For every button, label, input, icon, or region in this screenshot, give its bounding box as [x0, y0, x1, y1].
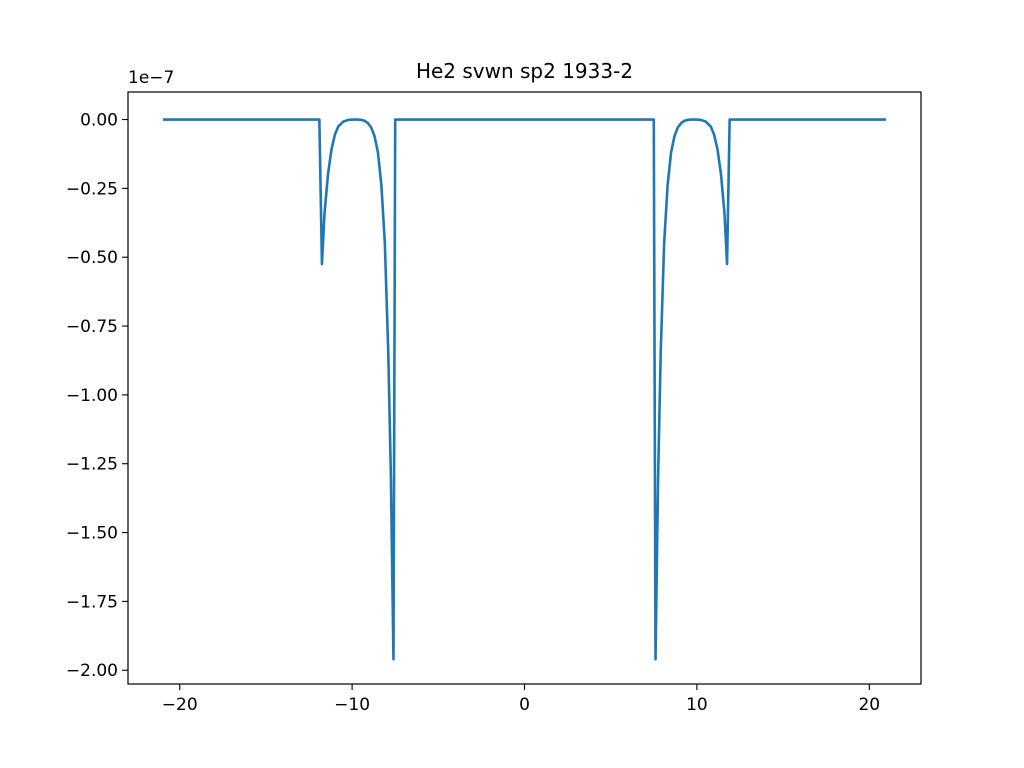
y-tick-label: −1.00	[66, 386, 118, 406]
x-tick-label: −20	[162, 695, 198, 715]
y-tick-label: −1.75	[66, 592, 118, 612]
y-tick-label: −1.50	[66, 524, 118, 544]
x-tick-label: 20	[858, 695, 880, 715]
chart-title: He2 svwn sp2 1933-2	[416, 59, 633, 83]
y-tick-label: −1.25	[66, 455, 118, 475]
x-tick-label: −10	[334, 695, 370, 715]
y-tick-label: −0.25	[66, 179, 118, 199]
y-tick-label: −0.50	[66, 248, 118, 268]
y-tick-label: −2.00	[66, 661, 118, 681]
y-tick-label: −0.75	[66, 317, 118, 337]
x-tick-label: 10	[686, 695, 708, 715]
y-tick-label: 0.00	[80, 111, 118, 131]
plot-area: −20 −10 0 10 20 0.00 −0.25 −0.50 −0.75 −1.00 −1.25…	[66, 91, 922, 715]
y-offset-label: 1e−7	[128, 68, 174, 88]
x-tick-label: 0	[519, 695, 530, 715]
series-line-0	[162, 118, 887, 661]
